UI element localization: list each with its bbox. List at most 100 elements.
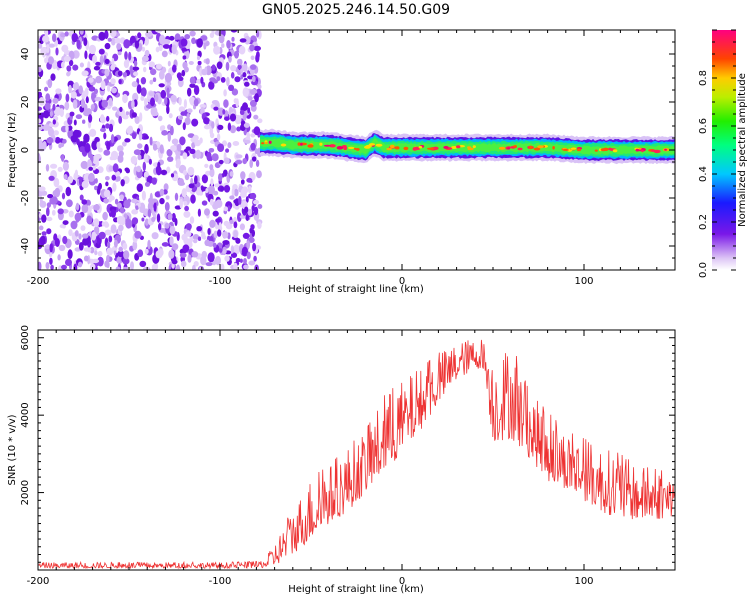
noise-blob <box>144 181 151 187</box>
noise-blob <box>108 97 113 107</box>
spectrogram-marks <box>38 30 675 270</box>
noise-blob <box>159 144 164 154</box>
signal-peak <box>268 140 272 144</box>
noise-blob <box>47 78 53 89</box>
noise-blob <box>77 261 83 268</box>
noise-blob <box>223 99 229 108</box>
noise-blob <box>246 131 250 140</box>
noise-blob <box>117 145 124 152</box>
noise-blob <box>105 176 110 181</box>
noise-blob <box>134 40 140 49</box>
noise-blob <box>59 108 64 118</box>
noise-blob <box>103 198 109 204</box>
noise-blob <box>211 121 215 129</box>
noise-blob <box>38 225 44 231</box>
noise-blob <box>156 63 162 70</box>
noise-blob <box>46 202 52 208</box>
noise-blob <box>38 66 42 73</box>
noise-blob <box>65 186 72 197</box>
noise-blob <box>253 114 259 120</box>
noise-blob <box>192 264 196 270</box>
noise-blob <box>178 76 184 82</box>
noise-blob <box>112 163 119 173</box>
noise-blob <box>71 32 79 43</box>
noise-blob <box>257 221 262 229</box>
noise-blob <box>88 172 95 182</box>
noise-blob <box>101 221 106 227</box>
noise-blob <box>247 95 253 101</box>
noise-blob <box>244 81 250 87</box>
snr-xlabel: Height of straight line (km) <box>288 584 424 595</box>
signal-peak <box>594 149 598 152</box>
noise-blob <box>223 206 228 212</box>
noise-blob <box>163 183 169 191</box>
noise-blob <box>175 158 181 167</box>
noise-blob <box>212 79 219 84</box>
noise-blob <box>151 177 157 185</box>
noise-blob <box>189 30 196 37</box>
noise-blob <box>87 247 92 253</box>
noise-blob <box>199 67 203 77</box>
noise-blob <box>250 224 255 230</box>
noise-blob <box>216 133 221 141</box>
noise-blob <box>204 239 210 247</box>
noise-blob <box>159 197 165 205</box>
x-tick-label: -200 <box>27 276 50 287</box>
noise-blob <box>83 255 89 262</box>
noise-blob <box>94 178 98 184</box>
signal-peak <box>641 149 644 153</box>
noise-blob <box>147 239 151 250</box>
noise-blob <box>249 44 255 52</box>
noise-blob <box>120 179 125 187</box>
noise-blob <box>144 248 149 254</box>
noise-blob <box>97 256 104 267</box>
noise-blob <box>106 141 111 151</box>
noise-blob <box>157 115 163 122</box>
noise-blob <box>146 175 153 184</box>
noise-blob <box>149 136 153 146</box>
noise-blob <box>132 66 140 71</box>
noise-blob <box>241 187 247 197</box>
noise-blob <box>66 65 72 72</box>
noise-blob <box>131 217 139 225</box>
noise-blob <box>131 132 137 140</box>
noise-blob <box>75 114 83 120</box>
noise-blob <box>74 230 79 237</box>
noise-blob <box>170 125 174 136</box>
spectrogram-ylabel: Frequency (Hz) <box>7 112 18 188</box>
noise-blob <box>61 61 65 69</box>
signal-peak <box>418 146 423 149</box>
noise-blob <box>61 154 65 162</box>
noise-blob <box>210 178 214 187</box>
noise-blob <box>217 229 222 237</box>
noise-blob <box>191 142 196 149</box>
noise-blob <box>165 195 170 200</box>
noise-blob <box>140 77 147 85</box>
noise-blob <box>130 261 134 270</box>
signal-peak <box>507 147 510 150</box>
noise-blob <box>78 85 83 95</box>
noise-blob <box>124 138 131 143</box>
noise-blob <box>38 118 42 124</box>
noise-blob <box>54 136 61 144</box>
noise-blob <box>98 48 105 55</box>
noise-blob <box>205 170 211 176</box>
noise-blob <box>230 30 238 33</box>
signal-peak <box>368 143 376 146</box>
noise-blob <box>166 166 171 174</box>
noise-blob <box>118 115 123 124</box>
noise-blob <box>235 154 243 159</box>
signal-peak <box>353 147 357 150</box>
noise-blob <box>150 68 157 76</box>
x-tick-label: -100 <box>209 276 232 287</box>
noise-blob <box>38 97 45 106</box>
noise-blob <box>196 55 201 61</box>
noise-blob <box>137 154 142 161</box>
noise-blob <box>224 255 230 262</box>
noise-blob <box>235 258 241 263</box>
noise-blob <box>58 244 66 252</box>
noise-blob <box>54 187 61 198</box>
signal-peak <box>443 145 449 149</box>
noise-blob <box>114 198 119 205</box>
noise-blob <box>218 159 224 165</box>
